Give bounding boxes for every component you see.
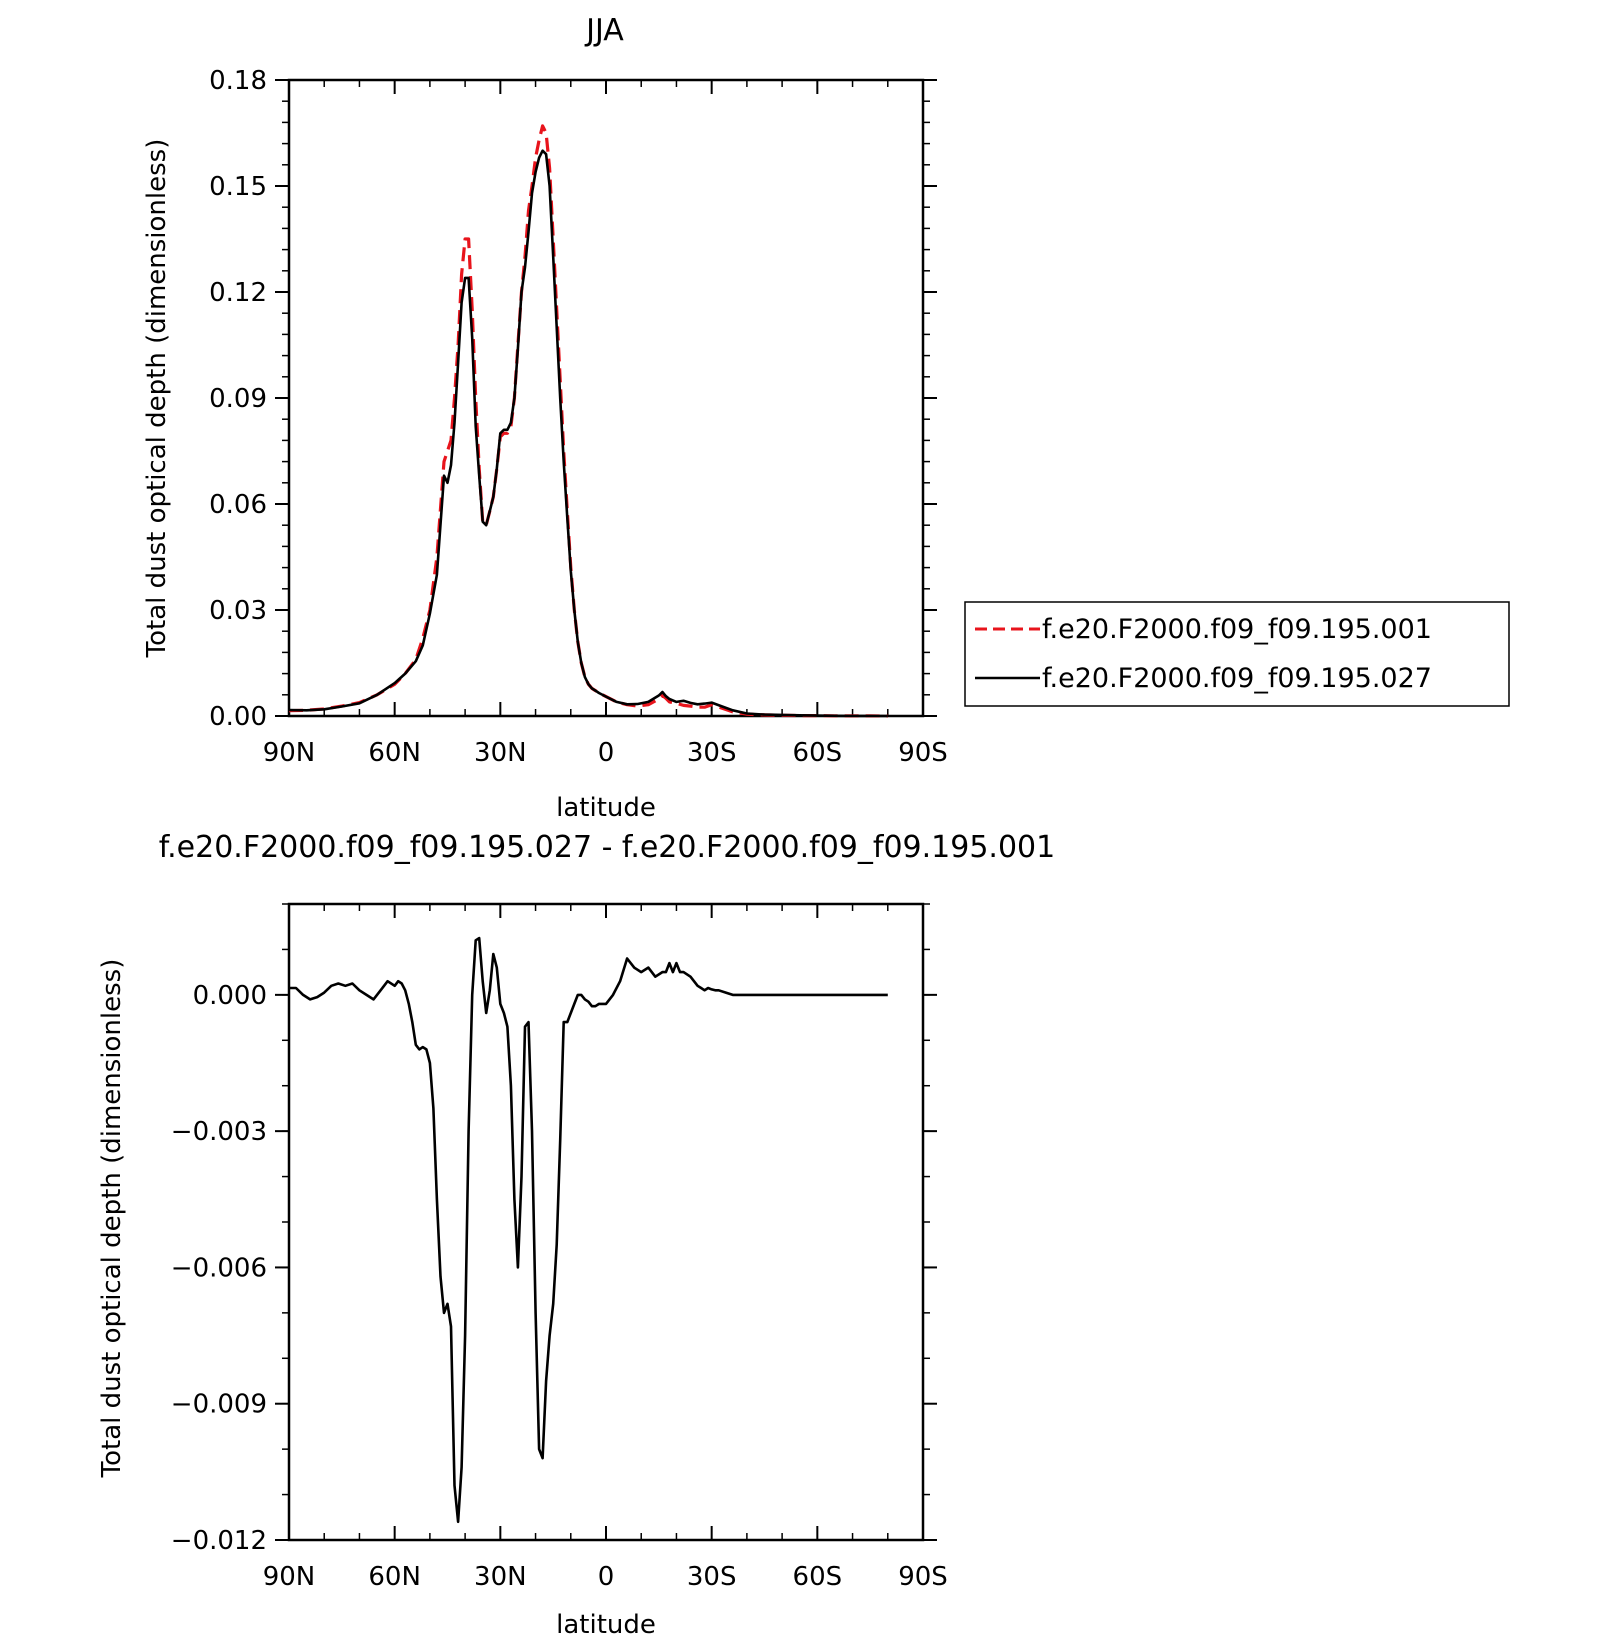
legend: f.e20.F2000.f09_f09.195.001 f.e20.F2000.…	[964, 601, 1510, 707]
top-plot-frame	[287, 78, 925, 718]
x-tick-label: 60N	[368, 1562, 421, 1592]
y-tick-label: −0.009	[171, 1390, 267, 1420]
bottom-x-axis-label: latitude	[556, 1610, 656, 1635]
x-tick-label: 30S	[687, 1562, 737, 1592]
x-tick-label: 60N	[368, 738, 421, 768]
y-tick-label: −0.003	[171, 1117, 267, 1147]
top-x-axis-label: latitude	[556, 793, 656, 823]
top-chart-title: JJA	[584, 13, 624, 48]
x-tick-label: 0	[598, 1562, 615, 1592]
y-tick-label: 0.15	[209, 172, 267, 202]
top-lines	[288, 124, 888, 718]
series-line-1-0	[289, 936, 888, 1524]
y-tick-label: 0.03	[209, 596, 267, 626]
x-tick-label: 90S	[898, 738, 948, 768]
series-line-0-0	[288, 124, 888, 718]
x-tick-label: 30S	[687, 738, 737, 768]
bottom-lines	[289, 936, 888, 1524]
top-panel: JJA 90N 60N 30N 0 30S 60S 90S 0.00 0.03 0.06 0.09 0…	[142, 13, 1510, 823]
x-tick-label: 90N	[263, 1562, 316, 1592]
top-y-axis-label: Total dust optical depth (dimensionless)	[142, 139, 172, 659]
y-tick-label: 0.06	[209, 490, 267, 520]
legend-box	[964, 601, 1510, 707]
bottom-y-axis-label: Total dust optical depth (dimensionless)	[97, 959, 127, 1479]
x-tick-label: 60S	[793, 1562, 843, 1592]
y-tick-label: 0.000	[193, 981, 267, 1011]
y-tick-label: −0.006	[171, 1253, 267, 1283]
x-tick-label: 90N	[263, 738, 316, 768]
x-tick-label: 0	[598, 738, 615, 768]
x-tick-label: 60S	[793, 738, 843, 768]
x-tick-label: 30N	[474, 1562, 527, 1592]
legend-label-027: f.e20.F2000.f09_f09.195.027	[1042, 663, 1432, 694]
y-tick-label: −0.012	[171, 1526, 267, 1556]
series-line-0-1	[288, 149, 888, 718]
x-tick-label: 30N	[474, 738, 527, 768]
y-tick-label: 0.00	[209, 702, 267, 732]
bottom-ticks: 90N 60N 30N 0 30S 60S 90S 0.000 −0.003 −0.006 −0.0…	[171, 903, 948, 1592]
bottom-chart-title: f.e20.F2000.f09_f09.195.027 - f.e20.F200…	[159, 830, 1055, 865]
y-tick-label: 0.12	[209, 278, 267, 308]
top-ticks: 90N 60N 30N 0 30S 60S 90S 0.00 0.03 0.06 0.09 0.12 0…	[209, 66, 948, 768]
y-tick-label: 0.09	[209, 384, 267, 414]
bottom-plot-frame	[287, 902, 925, 1542]
x-tick-label: 90S	[898, 1562, 948, 1592]
y-tick-label: 0.18	[209, 66, 267, 96]
bottom-panel: f.e20.F2000.f09_f09.195.027 - f.e20.F200…	[97, 830, 1055, 1635]
legend-label-001: f.e20.F2000.f09_f09.195.001	[1042, 614, 1432, 645]
